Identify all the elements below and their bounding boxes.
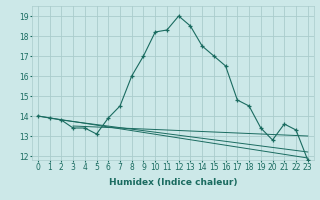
X-axis label: Humidex (Indice chaleur): Humidex (Indice chaleur): [108, 178, 237, 187]
